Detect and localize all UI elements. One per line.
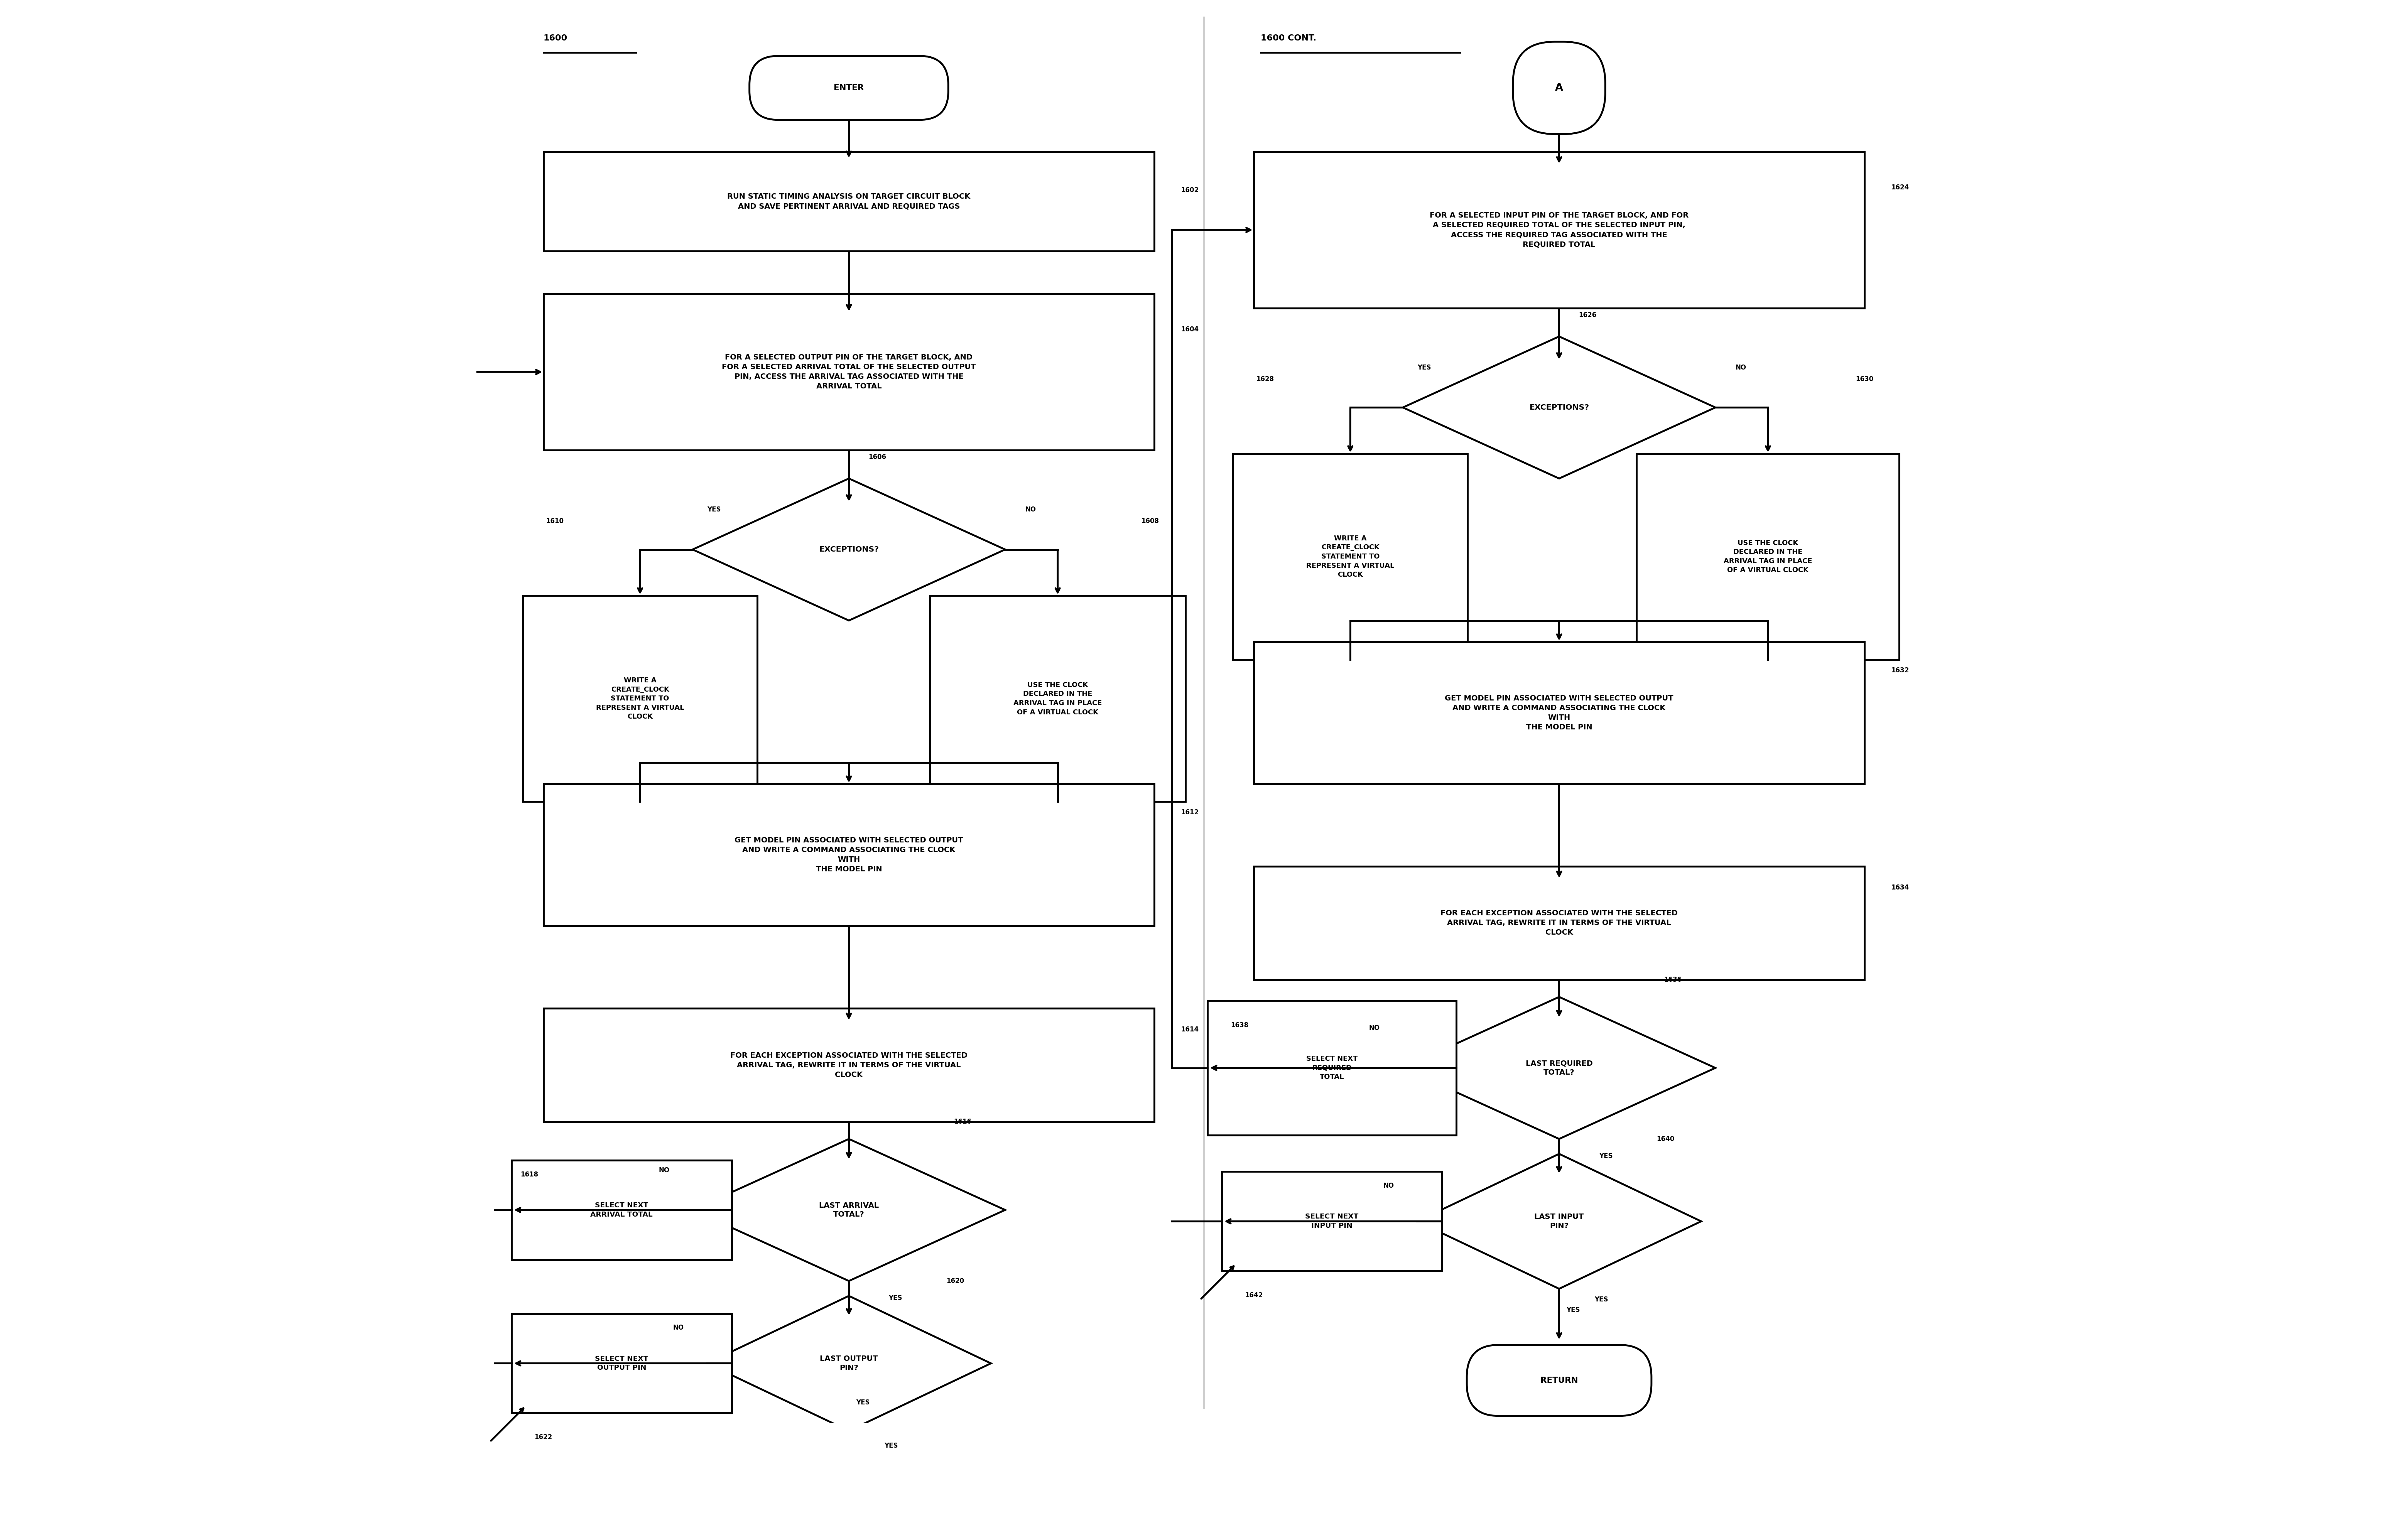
Polygon shape	[694, 1139, 1004, 1281]
Text: 1626: 1626	[1580, 311, 1597, 319]
Text: 1614: 1614	[1180, 1027, 1199, 1033]
Text: 1630: 1630	[1857, 375, 1873, 383]
FancyBboxPatch shape	[544, 1009, 1153, 1123]
Text: USE THE CLOCK
DECLARED IN THE
ARRIVAL TAG IN PLACE
OF A VIRTUAL CLOCK: USE THE CLOCK DECLARED IN THE ARRIVAL TA…	[1014, 682, 1103, 715]
Text: NO: NO	[1026, 506, 1035, 513]
Text: YES: YES	[708, 506, 720, 513]
Text: 1618: 1618	[520, 1171, 537, 1177]
Text: 1608: 1608	[1141, 518, 1158, 524]
Text: WRITE A
CREATE_CLOCK
STATEMENT TO
REPRESENT A VIRTUAL
CLOCK: WRITE A CREATE_CLOCK STATEMENT TO REPRES…	[1305, 535, 1394, 579]
Text: 1622: 1622	[535, 1434, 551, 1440]
FancyBboxPatch shape	[1206, 1001, 1457, 1135]
Text: 1632: 1632	[1890, 667, 1910, 674]
FancyBboxPatch shape	[510, 1314, 732, 1413]
Text: YES: YES	[1418, 365, 1430, 371]
Text: LAST OUTPUT
PIN?: LAST OUTPUT PIN?	[819, 1355, 879, 1372]
Polygon shape	[1404, 996, 1714, 1139]
FancyBboxPatch shape	[929, 595, 1185, 802]
FancyBboxPatch shape	[1637, 454, 1900, 659]
Text: YES: YES	[884, 1442, 898, 1449]
Text: YES: YES	[855, 1399, 869, 1407]
FancyBboxPatch shape	[1466, 1344, 1652, 1416]
FancyBboxPatch shape	[802, 1484, 896, 1519]
Text: 1602: 1602	[1180, 187, 1199, 193]
Text: 1624: 1624	[1890, 184, 1910, 191]
Polygon shape	[1416, 1154, 1700, 1288]
Text: 1600: 1600	[544, 35, 568, 43]
FancyBboxPatch shape	[523, 595, 756, 802]
Text: NO: NO	[1736, 365, 1746, 371]
FancyBboxPatch shape	[1255, 152, 1864, 308]
Text: SELECT NEXT
REQUIRED
TOTAL: SELECT NEXT REQUIRED TOTAL	[1305, 1056, 1358, 1080]
Text: SELECT NEXT
OUTPUT PIN: SELECT NEXT OUTPUT PIN	[595, 1355, 648, 1372]
FancyBboxPatch shape	[544, 293, 1153, 450]
FancyBboxPatch shape	[1255, 643, 1864, 784]
Text: NO: NO	[1370, 1025, 1380, 1031]
Text: SELECT NEXT
INPUT PIN: SELECT NEXT INPUT PIN	[1305, 1214, 1358, 1229]
Text: LAST INPUT
PIN?: LAST INPUT PIN?	[1534, 1214, 1584, 1229]
Text: 1600 CONT.: 1600 CONT.	[1262, 35, 1317, 43]
Text: 1628: 1628	[1257, 375, 1274, 383]
Text: LAST REQUIRED
TOTAL?: LAST REQUIRED TOTAL?	[1527, 1060, 1592, 1075]
Text: SELECT NEXT
ARRIVAL TOTAL: SELECT NEXT ARRIVAL TOTAL	[590, 1202, 653, 1218]
Text: NO: NO	[1382, 1182, 1394, 1189]
FancyBboxPatch shape	[749, 56, 949, 120]
Polygon shape	[1404, 336, 1714, 478]
FancyBboxPatch shape	[1512, 41, 1606, 134]
Text: 1636: 1636	[1664, 977, 1681, 983]
FancyBboxPatch shape	[544, 152, 1153, 251]
Text: 1616: 1616	[954, 1118, 970, 1126]
FancyBboxPatch shape	[544, 784, 1153, 927]
Text: 1642: 1642	[1245, 1291, 1262, 1299]
Text: 1620: 1620	[946, 1277, 963, 1285]
FancyBboxPatch shape	[1221, 1171, 1442, 1271]
Text: RUN STATIC TIMING ANALYSIS ON TARGET CIRCUIT BLOCK
AND SAVE PERTINENT ARRIVAL AN: RUN STATIC TIMING ANALYSIS ON TARGET CIR…	[727, 193, 970, 210]
FancyBboxPatch shape	[510, 1161, 732, 1259]
Text: 1638: 1638	[1230, 1022, 1247, 1028]
Text: EXCEPTIONS?: EXCEPTIONS?	[1529, 404, 1589, 412]
Text: RETURN: RETURN	[1541, 1376, 1577, 1384]
Text: NO: NO	[660, 1167, 669, 1174]
Text: YES: YES	[889, 1294, 903, 1302]
Text: FOR EACH EXCEPTION ASSOCIATED WITH THE SELECTED
ARRIVAL TAG, REWRITE IT IN TERMS: FOR EACH EXCEPTION ASSOCIATED WITH THE S…	[1440, 910, 1678, 936]
Text: YES: YES	[1599, 1153, 1613, 1159]
Polygon shape	[694, 478, 1004, 621]
FancyBboxPatch shape	[1233, 454, 1466, 659]
Polygon shape	[708, 1296, 992, 1431]
Text: FOR A SELECTED INPUT PIN OF THE TARGET BLOCK, AND FOR
A SELECTED REQUIRED TOTAL : FOR A SELECTED INPUT PIN OF THE TARGET B…	[1430, 211, 1688, 248]
Text: FOR A SELECTED OUTPUT PIN OF THE TARGET BLOCK, AND
FOR A SELECTED ARRIVAL TOTAL : FOR A SELECTED OUTPUT PIN OF THE TARGET …	[722, 354, 975, 390]
Text: 1606: 1606	[869, 454, 886, 460]
Text: GET MODEL PIN ASSOCIATED WITH SELECTED OUTPUT
AND WRITE A COMMAND ASSOCIATING TH: GET MODEL PIN ASSOCIATED WITH SELECTED O…	[1445, 694, 1674, 731]
Text: FOR EACH EXCEPTION ASSOCIATED WITH THE SELECTED
ARRIVAL TAG, REWRITE IT IN TERMS: FOR EACH EXCEPTION ASSOCIATED WITH THE S…	[730, 1051, 968, 1078]
Text: 1640: 1640	[1657, 1136, 1674, 1142]
Text: USE THE CLOCK
DECLARED IN THE
ARRIVAL TAG IN PLACE
OF A VIRTUAL CLOCK: USE THE CLOCK DECLARED IN THE ARRIVAL TA…	[1724, 539, 1813, 574]
Text: WRITE A
CREATE_CLOCK
STATEMENT TO
REPRESENT A VIRTUAL
CLOCK: WRITE A CREATE_CLOCK STATEMENT TO REPRES…	[597, 677, 684, 720]
Text: YES: YES	[1594, 1296, 1609, 1303]
Text: LAST ARRIVAL
TOTAL?: LAST ARRIVAL TOTAL?	[819, 1202, 879, 1218]
Text: 1604: 1604	[1180, 327, 1199, 333]
Text: ENTER: ENTER	[833, 84, 864, 91]
Text: GET MODEL PIN ASSOCIATED WITH SELECTED OUTPUT
AND WRITE A COMMAND ASSOCIATING TH: GET MODEL PIN ASSOCIATED WITH SELECTED O…	[734, 837, 963, 873]
Text: 1634: 1634	[1890, 884, 1910, 892]
Text: 1610: 1610	[547, 518, 563, 524]
Text: EXCEPTIONS?: EXCEPTIONS?	[819, 545, 879, 553]
Text: A: A	[1556, 84, 1563, 93]
Text: NO: NO	[672, 1325, 684, 1331]
Text: YES: YES	[1565, 1306, 1580, 1314]
FancyBboxPatch shape	[1255, 866, 1864, 980]
Text: 1612: 1612	[1180, 808, 1199, 816]
